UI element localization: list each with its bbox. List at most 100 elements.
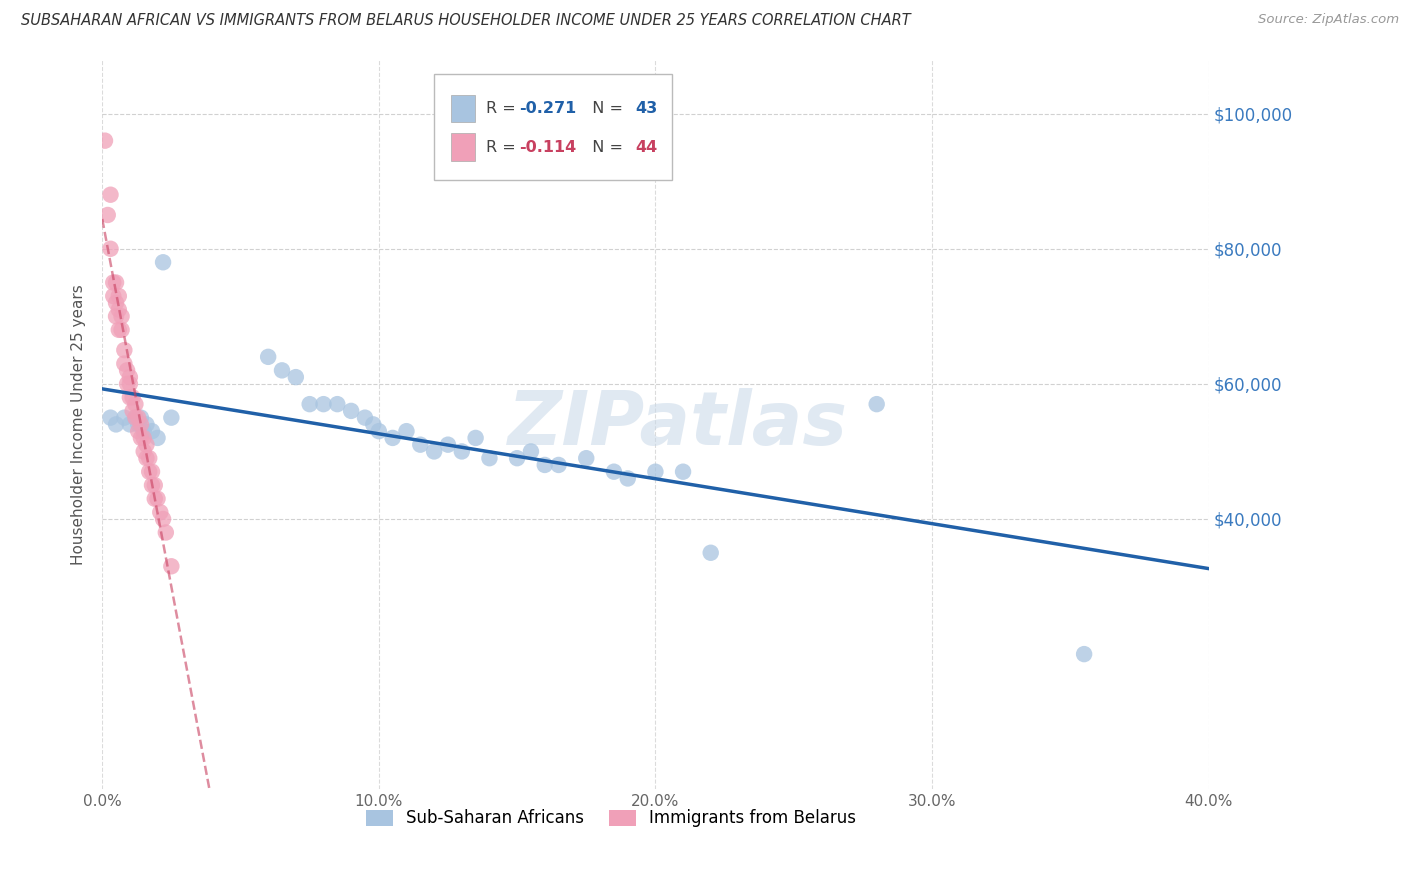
Point bbox=[155, 525, 177, 540]
Point bbox=[326, 397, 349, 411]
Point bbox=[124, 410, 146, 425]
Point bbox=[115, 376, 138, 391]
Point bbox=[160, 410, 183, 425]
Text: ZIPatlas: ZIPatlas bbox=[508, 388, 848, 461]
Point bbox=[616, 471, 638, 485]
Point bbox=[135, 451, 157, 466]
Point bbox=[699, 546, 721, 560]
Point bbox=[105, 310, 128, 324]
Point bbox=[100, 242, 122, 256]
Point bbox=[118, 417, 141, 432]
Point bbox=[112, 343, 135, 357]
Point bbox=[312, 397, 335, 411]
Point bbox=[115, 363, 138, 377]
Point bbox=[520, 444, 543, 458]
Point bbox=[478, 451, 501, 466]
Point bbox=[672, 465, 695, 479]
Point bbox=[409, 438, 432, 452]
Text: 44: 44 bbox=[636, 140, 658, 154]
Point bbox=[103, 276, 125, 290]
Point bbox=[112, 357, 135, 371]
Point bbox=[110, 310, 132, 324]
Text: Source: ZipAtlas.com: Source: ZipAtlas.com bbox=[1258, 13, 1399, 27]
Point bbox=[367, 424, 389, 438]
Point bbox=[354, 410, 377, 425]
Point bbox=[149, 505, 172, 519]
Point bbox=[138, 465, 160, 479]
Point bbox=[127, 417, 149, 432]
Point bbox=[866, 397, 889, 411]
Point bbox=[271, 363, 294, 377]
Point bbox=[100, 187, 122, 202]
Point bbox=[135, 438, 157, 452]
Text: 43: 43 bbox=[636, 101, 658, 116]
Point bbox=[152, 255, 174, 269]
FancyBboxPatch shape bbox=[434, 74, 672, 180]
Point bbox=[129, 417, 152, 432]
Point bbox=[100, 410, 122, 425]
Point bbox=[340, 404, 363, 418]
Point bbox=[141, 424, 163, 438]
Point bbox=[132, 424, 155, 438]
Text: R =: R = bbox=[486, 101, 522, 116]
Point bbox=[105, 417, 128, 432]
Point bbox=[124, 410, 146, 425]
Point bbox=[108, 302, 131, 317]
Point bbox=[141, 465, 163, 479]
Point bbox=[127, 410, 149, 425]
Point bbox=[105, 295, 128, 310]
Point bbox=[129, 410, 152, 425]
Point bbox=[575, 451, 598, 466]
Point bbox=[1073, 647, 1095, 661]
Point bbox=[112, 410, 135, 425]
Text: N =: N = bbox=[582, 140, 628, 154]
Point bbox=[146, 491, 169, 506]
Point bbox=[118, 391, 141, 405]
Point bbox=[603, 465, 626, 479]
Point bbox=[423, 444, 446, 458]
Text: R =: R = bbox=[486, 140, 522, 154]
Point bbox=[103, 289, 125, 303]
Text: -0.271: -0.271 bbox=[519, 101, 576, 116]
Point bbox=[121, 404, 143, 418]
Point bbox=[97, 208, 120, 222]
Point bbox=[464, 431, 486, 445]
Point bbox=[395, 424, 418, 438]
Text: -0.114: -0.114 bbox=[519, 140, 576, 154]
Point bbox=[110, 323, 132, 337]
Point bbox=[152, 512, 174, 526]
Point bbox=[361, 417, 384, 432]
Point bbox=[132, 444, 155, 458]
Point bbox=[132, 431, 155, 445]
Point bbox=[146, 431, 169, 445]
Point bbox=[118, 370, 141, 384]
Point bbox=[381, 431, 404, 445]
Point bbox=[124, 397, 146, 411]
Point bbox=[143, 491, 166, 506]
FancyBboxPatch shape bbox=[451, 95, 475, 122]
Point bbox=[284, 370, 307, 384]
Point bbox=[143, 478, 166, 492]
Point bbox=[547, 458, 569, 472]
Point bbox=[127, 424, 149, 438]
Text: SUBSAHARAN AFRICAN VS IMMIGRANTS FROM BELARUS HOUSEHOLDER INCOME UNDER 25 YEARS : SUBSAHARAN AFRICAN VS IMMIGRANTS FROM BE… bbox=[21, 13, 911, 29]
Point bbox=[138, 451, 160, 466]
Point bbox=[141, 478, 163, 492]
Point bbox=[129, 431, 152, 445]
Point bbox=[108, 289, 131, 303]
Legend: Sub-Saharan Africans, Immigrants from Belarus: Sub-Saharan Africans, Immigrants from Be… bbox=[357, 801, 865, 836]
Point bbox=[437, 438, 460, 452]
Point bbox=[105, 276, 128, 290]
Text: N =: N = bbox=[582, 101, 628, 116]
Point bbox=[121, 391, 143, 405]
FancyBboxPatch shape bbox=[451, 133, 475, 161]
Point bbox=[160, 559, 183, 574]
Point bbox=[644, 465, 666, 479]
Point bbox=[135, 417, 157, 432]
Y-axis label: Householder Income Under 25 years: Householder Income Under 25 years bbox=[72, 284, 86, 565]
Point bbox=[257, 350, 280, 364]
Point bbox=[533, 458, 555, 472]
Point bbox=[108, 323, 131, 337]
Point bbox=[94, 134, 117, 148]
Point bbox=[450, 444, 472, 458]
